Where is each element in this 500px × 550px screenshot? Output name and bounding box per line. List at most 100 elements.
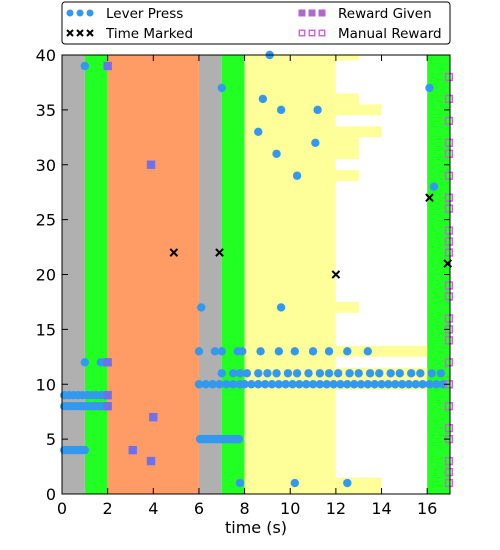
lever-press-point-0 xyxy=(80,61,90,71)
lever-press-point-83 xyxy=(288,380,297,389)
lever-press-point-119 xyxy=(345,369,354,378)
legend-marker-1-2 xyxy=(86,29,94,37)
legend-marker-3-2 xyxy=(318,29,326,37)
lever-press-point-142 xyxy=(290,478,299,488)
y-tick-label-5: 25 xyxy=(36,211,56,230)
y-tick-label-7: 35 xyxy=(36,101,56,120)
row-band-3 xyxy=(335,126,382,138)
reward-given-point-3 xyxy=(103,391,112,400)
legend-marker-2-0 xyxy=(298,9,306,17)
lever-press-point-138 xyxy=(324,347,334,356)
lever-press-point-79 xyxy=(260,380,270,389)
lever-press-point-70 xyxy=(201,380,210,389)
lever-press-point-71 xyxy=(208,380,217,389)
series-0 xyxy=(60,50,448,488)
reward-given-point-7 xyxy=(146,456,156,466)
lever-press-point-6 xyxy=(254,127,263,137)
lever-press-point-12 xyxy=(197,303,206,312)
row-band-8 xyxy=(335,345,428,357)
lever-press-point-143 xyxy=(343,478,352,488)
lever-press-point-123 xyxy=(386,369,395,378)
lever-press-point-2 xyxy=(217,83,226,93)
time-marked-point-1 xyxy=(215,248,224,257)
lever-press-point-3 xyxy=(258,94,268,104)
legend-marker-0-0 xyxy=(66,9,74,17)
time-marked-point-0 xyxy=(169,248,179,257)
legend-marker-0-1 xyxy=(76,9,84,17)
legend-entry-3: Manual Reward xyxy=(298,26,442,42)
reward-given-point-2 xyxy=(103,358,112,367)
lever-press-point-11 xyxy=(429,182,439,191)
x-tick-label-8: 16 xyxy=(417,499,437,518)
background-band-3 xyxy=(198,55,222,494)
lever-press-point-106 xyxy=(217,369,226,378)
x-axis-label: time (s) xyxy=(225,518,287,537)
lever-press-point-135 xyxy=(274,347,284,356)
lever-press-point-13 xyxy=(276,303,286,312)
lever-press-point-141 xyxy=(235,478,245,488)
lever-press-point-121 xyxy=(365,369,375,378)
lever-press-point-93 xyxy=(356,380,366,389)
lever-press-point-111 xyxy=(263,369,272,378)
manual-reward-point-11 xyxy=(444,281,454,290)
manual-reward-point-5 xyxy=(444,171,454,180)
reward-given-point-6 xyxy=(128,445,137,455)
lever-press-point-84 xyxy=(295,380,304,389)
legend-label-3: Manual Reward xyxy=(338,26,442,42)
legend-marker-0-2 xyxy=(86,9,94,17)
lever-press-point-99 xyxy=(397,380,407,389)
legend: Lever Press Time Marked Reward Given Manual… xyxy=(61,1,451,45)
lever-press-point-136 xyxy=(290,347,299,356)
manual-reward-point-4 xyxy=(444,149,454,158)
lever-press-point-107 xyxy=(228,369,238,378)
lever-press-point-89 xyxy=(329,380,338,389)
reward-given-point-5 xyxy=(149,412,158,422)
lever-press-point-100 xyxy=(404,380,414,389)
lever-press-point-87 xyxy=(315,380,325,389)
lever-press-point-9 xyxy=(292,171,302,180)
lever-press-point-104 xyxy=(432,380,441,389)
manual-reward-point-1 xyxy=(444,94,454,104)
manual-reward-point-7 xyxy=(444,204,454,213)
row-band-4 xyxy=(335,137,359,149)
background-band-1 xyxy=(84,55,108,494)
lever-press-point-137 xyxy=(308,347,318,356)
lever-press-point-88 xyxy=(322,380,331,389)
series-2 xyxy=(103,61,158,466)
manual-reward-point-23 xyxy=(444,478,454,488)
row-bands xyxy=(335,55,428,494)
lever-press-point-77 xyxy=(247,380,256,389)
lever-press-point-5 xyxy=(313,105,322,115)
lever-press-point-128 xyxy=(436,369,446,378)
legend-marker-1-1 xyxy=(76,29,84,37)
lever-press-point-23 xyxy=(80,445,90,455)
manual-reward-point-13 xyxy=(444,314,454,323)
lever-press-point-48 xyxy=(80,358,90,367)
manual-reward-point-18 xyxy=(444,402,454,411)
lever-press-point-108 xyxy=(235,369,245,378)
lever-press-point-4 xyxy=(276,105,286,115)
row-band-1 xyxy=(335,93,359,105)
legend-label-0: Lever Press xyxy=(106,6,183,22)
lever-press-point-118 xyxy=(333,369,343,378)
lever-press-point-126 xyxy=(416,369,425,378)
x-tick-label-2: 4 xyxy=(148,499,158,518)
manual-reward-point-6 xyxy=(444,193,454,202)
lever-press-point-94 xyxy=(363,380,373,389)
y-tick-label-8: 40 xyxy=(36,46,56,65)
lever-press-point-109 xyxy=(242,369,252,378)
legend-label-1: Time Marked xyxy=(105,26,193,42)
x-tick-label-6: 12 xyxy=(326,499,346,518)
manual-reward-point-10 xyxy=(444,248,454,257)
data-marks xyxy=(60,50,454,488)
reward-given-point-4 xyxy=(103,402,112,411)
time-marked-point-3 xyxy=(425,193,434,202)
lever-press-point-117 xyxy=(324,369,334,378)
manual-reward-point-8 xyxy=(444,226,454,235)
lever-press-point-134 xyxy=(256,347,265,356)
y-tick-label-1: 5 xyxy=(46,430,56,449)
lever-press-point-127 xyxy=(427,369,436,378)
lever-press-point-102 xyxy=(418,380,427,389)
lever-press-point-76 xyxy=(240,380,249,389)
